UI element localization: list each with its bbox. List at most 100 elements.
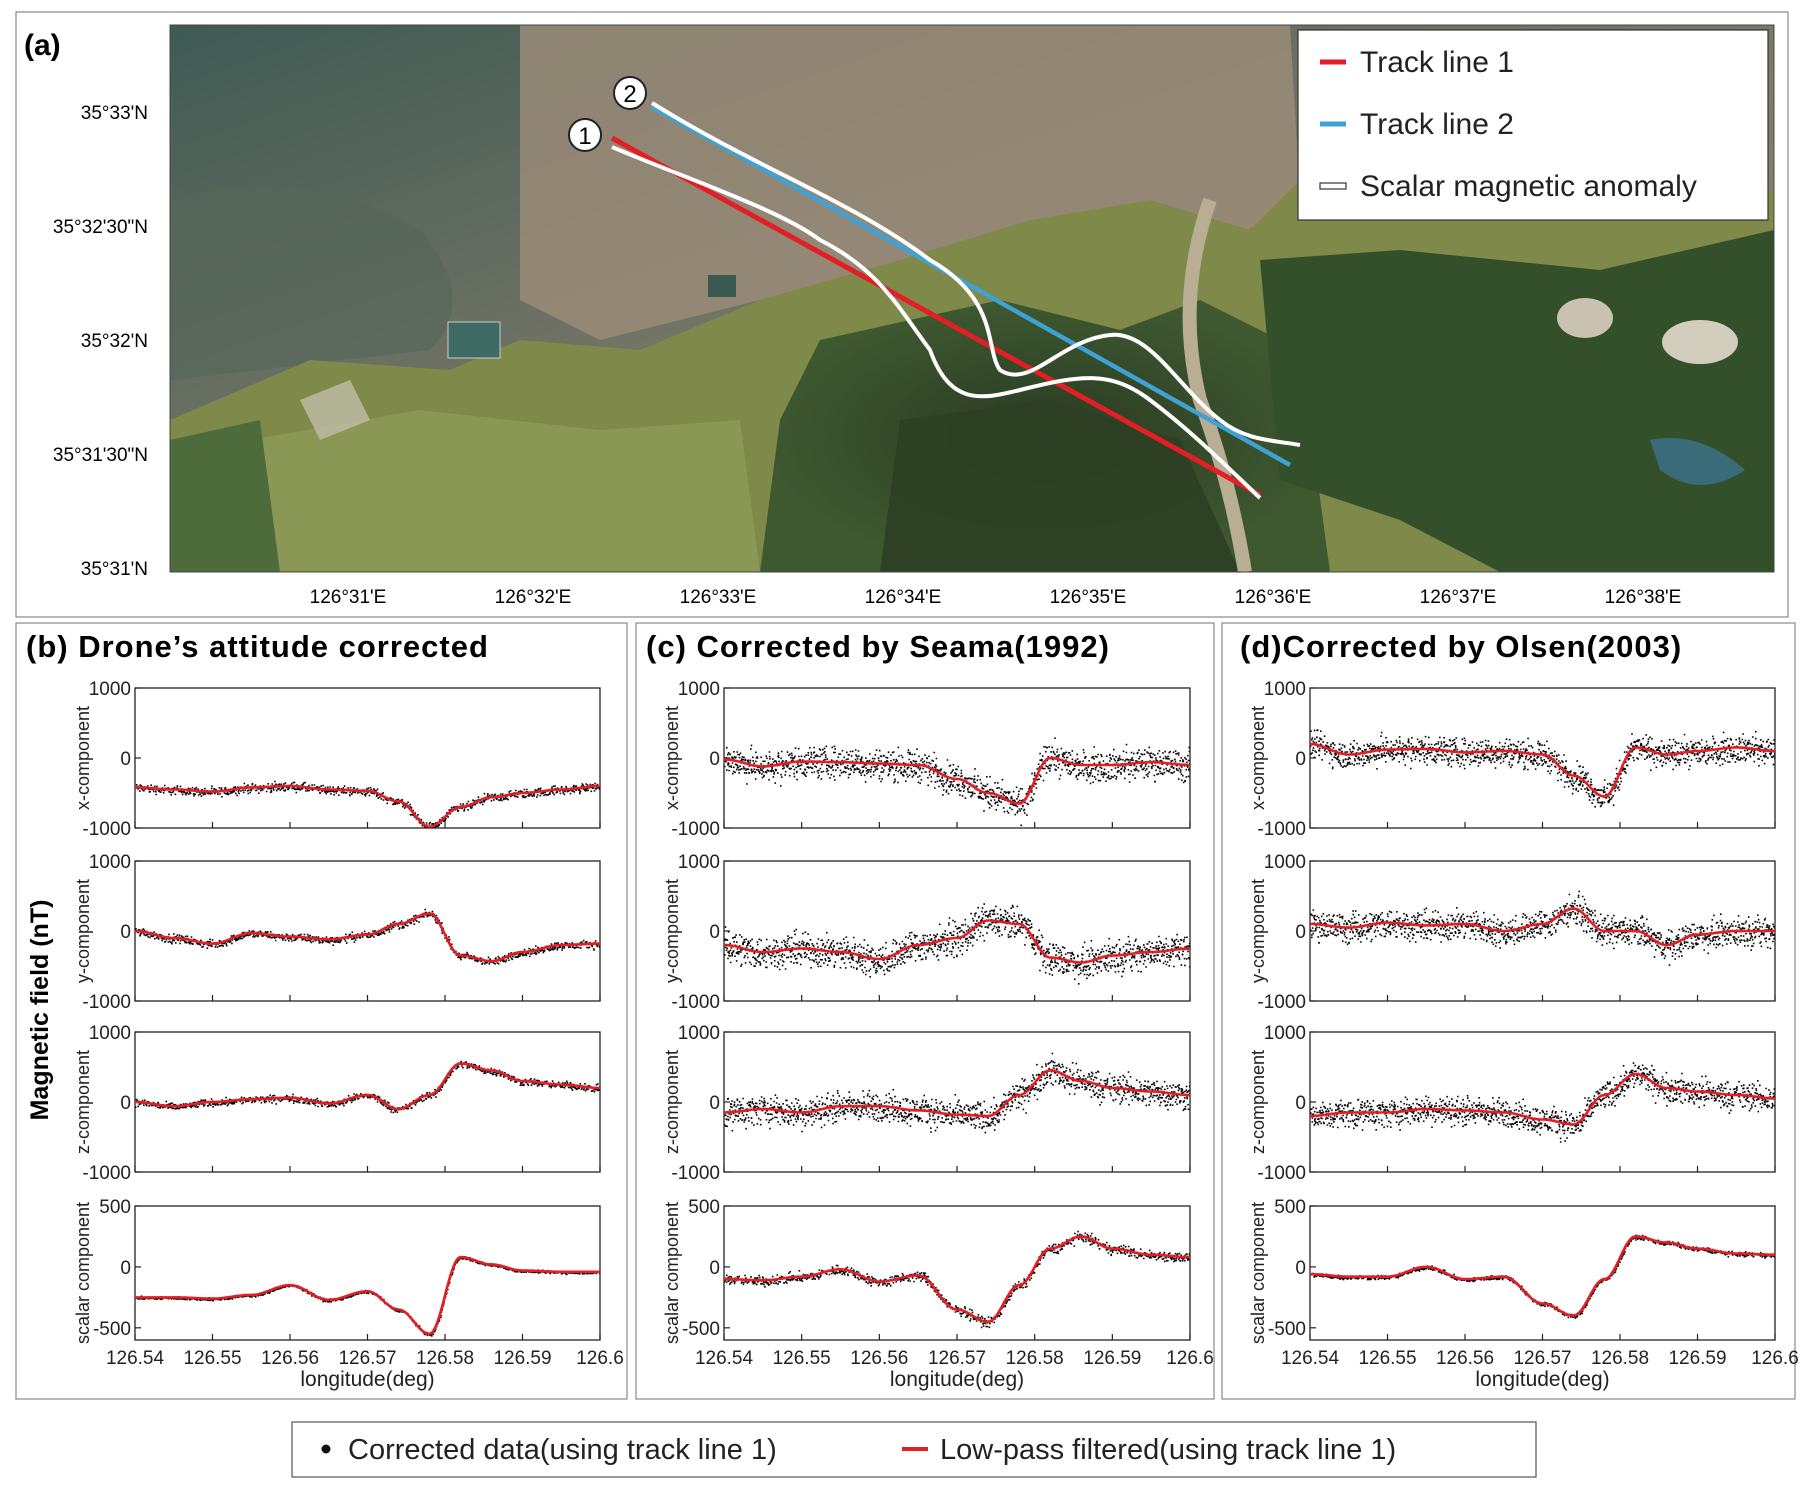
- low-pass-line: [135, 1255, 600, 1336]
- x-axis-label: longitude(deg): [890, 1368, 1024, 1391]
- x-tick-label: 126.6: [1166, 1348, 1214, 1369]
- shared-ylabel: Magnetic field (nT): [26, 900, 54, 1121]
- x-tick-label: 126.54: [106, 1348, 165, 1369]
- subplot-z-component: 1000 0 -1000 z-component: [1248, 1023, 1776, 1184]
- y-tick-label: -1000: [671, 819, 720, 840]
- y-tick-label: 0: [1295, 749, 1306, 770]
- y-tick-label: -500: [682, 1319, 720, 1340]
- track-line-2: [650, 105, 1292, 467]
- low-pass-line: [1310, 907, 1775, 947]
- y-tick-label: -1000: [82, 1163, 131, 1184]
- lat-tick: 35°31'30"N: [53, 445, 148, 466]
- lon-tick: 126°32'E: [495, 587, 572, 608]
- lat-tick: 35°32'N: [81, 331, 148, 352]
- track-overlay: 1 2: [568, 76, 1301, 500]
- corrected-data-dots: [724, 1052, 1190, 1134]
- row-label: scalar component: [1248, 1202, 1268, 1344]
- satellite-map: [170, 25, 1774, 574]
- y-tick-label: 0: [709, 922, 720, 943]
- row-label: y-component: [662, 879, 682, 983]
- y-tick-label: 1000: [89, 1023, 131, 1044]
- x-tick-label: 126.59: [1668, 1348, 1726, 1369]
- track-marker-1: 1: [568, 118, 602, 152]
- panel-c: (c) Corrected by Seama(1992): [635, 622, 1215, 1400]
- x-tick-label: 126.57: [1513, 1348, 1571, 1369]
- y-tick-label: 0: [120, 749, 131, 770]
- corrected-data-dots: [724, 903, 1190, 985]
- svg-text:2: 2: [623, 81, 636, 108]
- legend-track-1: Track line 1: [1360, 46, 1514, 79]
- x-tick-label: 126.6: [576, 1348, 624, 1369]
- row-label: scalar component: [73, 1202, 93, 1344]
- y-tick-label: 500: [1274, 1197, 1306, 1218]
- axes-box: [1309, 1205, 1776, 1341]
- data-dots: [724, 903, 1190, 985]
- x-tick-label: 126.56: [1436, 1348, 1494, 1369]
- low-pass-line: [1310, 1072, 1775, 1126]
- x-tick-label: 126.55: [1358, 1348, 1416, 1369]
- longitude-ticks: 126°31'E 126°32'E 126°33'E 126°34'E 126°…: [310, 587, 1682, 608]
- low-pass-line: [1310, 742, 1775, 798]
- row-label: z-component: [73, 1050, 93, 1154]
- lon-tick: 126°35'E: [1050, 587, 1127, 608]
- subplots: 1000 0 -1000 x-component 1000 0 -1000 y-compone…: [73, 679, 1799, 1391]
- axes-box: [134, 687, 601, 829]
- panel-d: (d)Corrected by Olsen(2003): [1221, 622, 1796, 1400]
- x-tick-label: 126.57: [338, 1348, 396, 1369]
- x-tick-label: 126.55: [773, 1348, 831, 1369]
- anomaly-profile-2: [650, 101, 1301, 447]
- panel-c-title: (c) Corrected by Seama(1992): [646, 629, 1110, 664]
- axes-box: [723, 687, 1191, 829]
- y-tick-label: -1000: [1257, 1163, 1306, 1184]
- data-dots: [135, 908, 600, 965]
- x-tick-label: 126.56: [261, 1348, 319, 1369]
- data-dots: [135, 780, 600, 828]
- low-pass-line: [724, 919, 1190, 964]
- y-tick-label: -1000: [1257, 819, 1306, 840]
- y-tick-label: 0: [709, 1258, 720, 1279]
- svg-text:1: 1: [578, 123, 591, 150]
- y-tick-label: -1000: [671, 1163, 720, 1184]
- data-dots: [724, 1052, 1190, 1134]
- y-tick-label: 0: [709, 1093, 720, 1114]
- subplot-x-component: 1000 0 -1000 x-component: [662, 679, 1191, 840]
- corrected-data-dots: [1310, 1062, 1775, 1143]
- legend-dot-icon: [321, 1444, 331, 1454]
- row-label: y-component: [73, 879, 93, 983]
- subplot-y-component: 1000 0 -1000 y-component: [73, 852, 601, 1013]
- legend-line-label: Low-pass filtered(using track line 1): [940, 1434, 1396, 1466]
- y-tick-label: 500: [688, 1197, 720, 1218]
- lat-tick: 35°33'N: [81, 103, 148, 124]
- y-tick-label: -1000: [82, 992, 131, 1013]
- low-pass-line: [135, 912, 600, 963]
- low-pass-line: [135, 784, 600, 828]
- axes-box: [723, 1031, 1191, 1173]
- y-tick-label: 0: [1295, 1258, 1306, 1279]
- y-tick-label: 1000: [1264, 679, 1306, 700]
- y-tick-label: 0: [709, 749, 720, 770]
- low-pass-line: [1310, 1235, 1775, 1317]
- legend-dots-label: Corrected data(using track line 1): [348, 1434, 777, 1466]
- y-tick-label: 0: [120, 1093, 131, 1114]
- low-pass-line: [135, 1062, 600, 1111]
- panel-b: (b) Drone’s attitude corrected: [15, 622, 628, 1400]
- panel-b-title: (b) Drone’s attitude corrected: [26, 629, 489, 664]
- y-tick-label: 1000: [89, 852, 131, 873]
- row-label: x-component: [662, 706, 682, 810]
- legend-track-2: Track line 2: [1360, 108, 1514, 141]
- y-tick-label: 1000: [89, 679, 131, 700]
- x-axis-label: longitude(deg): [300, 1368, 434, 1391]
- x-tick-label: 126.54: [1281, 1348, 1340, 1369]
- lon-tick: 126°36'E: [1235, 587, 1312, 608]
- axes-box: [134, 1205, 601, 1341]
- anomaly-profile-1: [611, 145, 1262, 500]
- y-tick-label: 0: [1295, 922, 1306, 943]
- subplot-x-component: 1000 0 -1000 x-component: [73, 679, 601, 840]
- x-tick-label: 126.6: [1751, 1348, 1799, 1369]
- y-tick-label: 500: [99, 1197, 131, 1218]
- subplot-z-component: 1000 0 -1000 z-component: [662, 1023, 1191, 1184]
- row-label: y-component: [1248, 879, 1268, 983]
- corrected-data-dots: [1310, 890, 1775, 966]
